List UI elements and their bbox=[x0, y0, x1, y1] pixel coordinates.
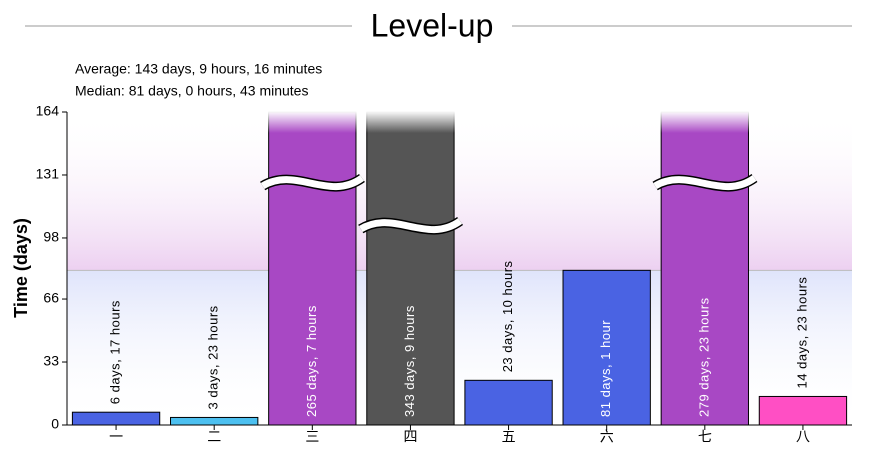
value-label: 265 days, 7 hours bbox=[304, 305, 319, 417]
x-tick-label: 二 bbox=[207, 429, 221, 445]
axis-break bbox=[260, 175, 365, 191]
bar bbox=[170, 416, 259, 426]
y-tick-label: 131 bbox=[36, 166, 60, 182]
bar bbox=[758, 395, 848, 426]
value-label: 343 days, 9 hours bbox=[402, 305, 417, 417]
x-tick-label: 四 bbox=[403, 429, 417, 445]
bar bbox=[71, 411, 161, 426]
bar bbox=[660, 111, 749, 426]
x-tick-label: 一 bbox=[109, 429, 123, 445]
y-tick-label: 0 bbox=[51, 416, 59, 432]
y-tick-label: 164 bbox=[36, 103, 60, 119]
value-label: 6 days, 17 hours bbox=[108, 300, 123, 404]
subtitle: Average: 143 days, 9 hours, 16 minutes bbox=[75, 61, 322, 77]
y-tick-label: 98 bbox=[43, 229, 59, 245]
bar-fade bbox=[660, 111, 750, 133]
y-tick-label: 33 bbox=[43, 353, 59, 369]
value-label: 23 days, 10 hours bbox=[500, 260, 515, 372]
value-label: 3 days, 23 hours bbox=[206, 305, 221, 409]
axis-break bbox=[358, 218, 463, 234]
value-label: 81 days, 1 hour bbox=[598, 320, 613, 417]
x-tick-label: 五 bbox=[502, 429, 516, 445]
bar bbox=[366, 111, 455, 426]
subtitle: Median: 81 days, 0 hours, 43 minutes bbox=[75, 83, 308, 99]
value-label: 14 days, 23 hours bbox=[794, 277, 809, 389]
chart-title: Level-up bbox=[371, 7, 494, 43]
x-tick-label: 七 bbox=[698, 429, 712, 445]
bar bbox=[562, 269, 651, 426]
y-axis-label: Time (days) bbox=[11, 218, 31, 318]
x-tick-label: 八 bbox=[796, 429, 810, 445]
value-label: 279 days, 23 hours bbox=[696, 297, 711, 417]
bar bbox=[464, 379, 553, 426]
bar bbox=[268, 111, 357, 426]
y-tick-label: 66 bbox=[43, 290, 59, 306]
x-tick-label: 六 bbox=[600, 429, 614, 445]
bar-fade bbox=[365, 111, 456, 133]
bar-fade bbox=[267, 111, 357, 133]
axis-break bbox=[653, 175, 757, 191]
x-tick-label: 三 bbox=[305, 429, 319, 445]
